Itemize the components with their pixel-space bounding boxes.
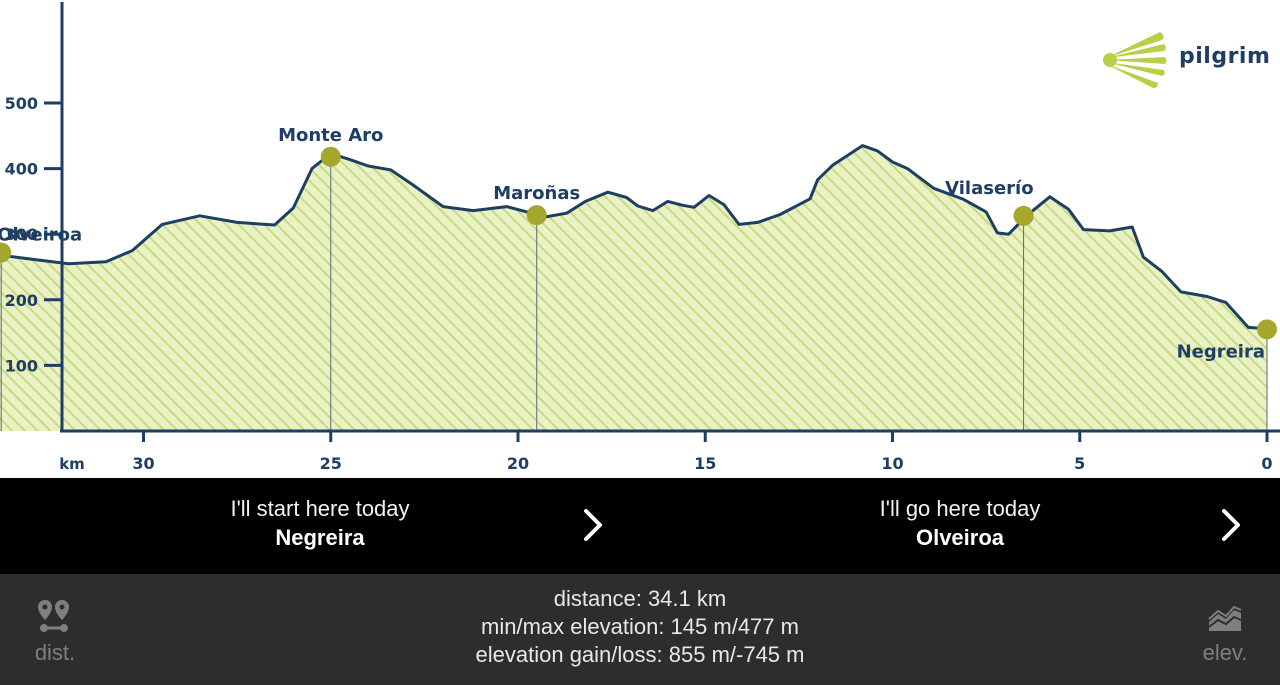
- waypoint-label: Olveiroa: [0, 225, 82, 246]
- x-tick-label: 30: [132, 454, 154, 473]
- x-axis-unit-label: km: [59, 455, 85, 473]
- destination-location-value: Olveiroa: [915, 525, 1005, 550]
- logo-text: pilgrim: [1179, 44, 1271, 69]
- y-tick-label: 500: [5, 94, 38, 113]
- y-tick-label: 200: [5, 291, 38, 310]
- elevation-view-label: elev.: [1202, 640, 1248, 665]
- start-location-button[interactable]: I'll start here today Negreira: [0, 478, 640, 574]
- start-caption: I'll start here today: [230, 496, 410, 521]
- elevation-area: [0, 145, 1267, 431]
- waypoint-marker[interactable]: [526, 205, 547, 226]
- elevation-view-button[interactable]: elev.: [1170, 574, 1280, 685]
- x-tick-label: 25: [320, 454, 342, 473]
- waypoint-marker[interactable]: [0, 242, 12, 263]
- y-tick-label: 300: [5, 225, 38, 244]
- waypoint-marker[interactable]: [320, 146, 341, 167]
- x-tick-label: 0: [1261, 454, 1272, 473]
- route-selection-bar: I'll start here today Negreira I'll go h…: [0, 478, 1280, 574]
- destination-caption: I'll go here today: [879, 496, 1041, 521]
- waypoint-label: Maroñas: [493, 183, 580, 204]
- elevation-chart-icon: [1208, 606, 1242, 631]
- scallop-shell-icon: [1103, 32, 1167, 88]
- distance-view-button[interactable]: dist.: [0, 574, 110, 685]
- waypoint-label: Monte Aro: [278, 125, 383, 146]
- map-pins-icon: [38, 600, 69, 632]
- waypoint-label: Vilaserío: [945, 178, 1033, 199]
- x-tick-label: 20: [507, 454, 529, 473]
- chevron-right-icon: [584, 509, 602, 541]
- waypoint-label: Negreira: [1177, 341, 1265, 362]
- y-tick-label: 100: [5, 356, 38, 375]
- waypoint-marker[interactable]: [1013, 205, 1034, 226]
- elevation-line: [0, 144, 1268, 331]
- x-tick-label: 10: [881, 454, 903, 473]
- route-stats-bar: dist. distance: 34.1 km min/max elevatio…: [0, 574, 1280, 685]
- chevron-right-icon: [1222, 509, 1240, 541]
- elevation-minmax-stat: min/max elevation: 145 m/477 m: [481, 614, 799, 639]
- start-location-value: Negreira: [275, 525, 365, 550]
- y-tick-label: 400: [5, 160, 38, 179]
- elevation-profile-chart: 500 400 300 200 100 30 25 20 15 10 5 0 km Olveiroa Mo…: [0, 2, 1280, 473]
- waypoint-marker[interactable]: [1257, 319, 1277, 340]
- pilgrim-logo: pilgrim: [1102, 28, 1272, 92]
- x-tick-label: 15: [694, 454, 716, 473]
- destination-location-button[interactable]: I'll go here today Olveiroa: [640, 478, 1280, 574]
- elevation-gainloss-stat: elevation gain/loss: 855 m/-745 m: [475, 642, 805, 667]
- distance-view-label: dist.: [34, 640, 76, 665]
- distance-stat: distance: 34.1 km: [553, 586, 727, 611]
- x-tick-label: 5: [1074, 454, 1085, 473]
